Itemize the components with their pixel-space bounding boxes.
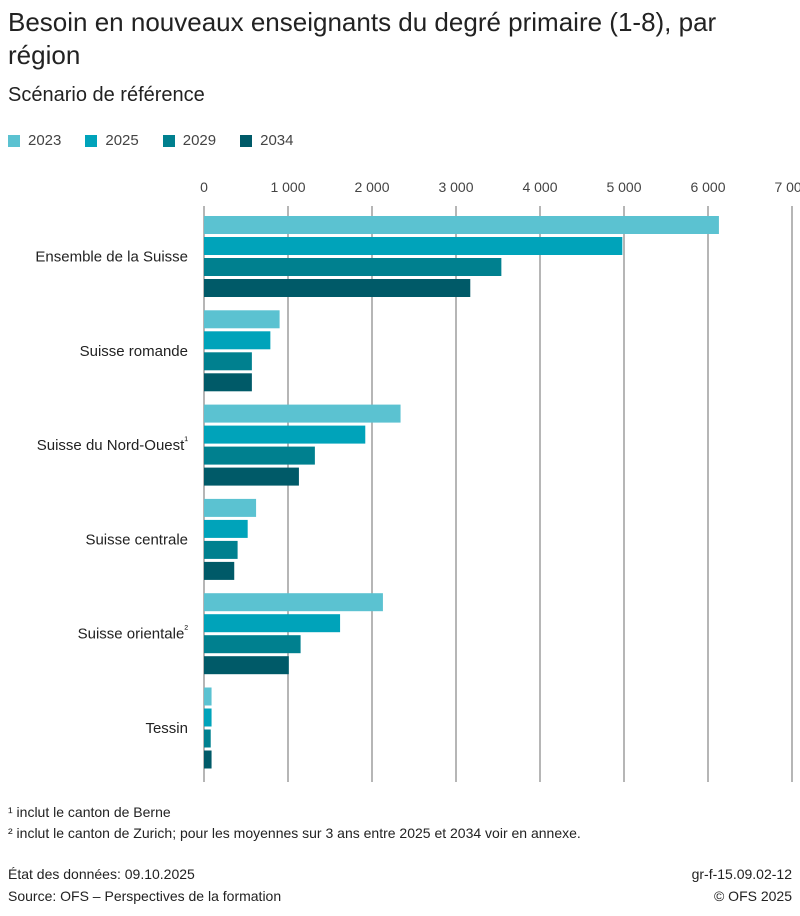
x-tick-label: 0 xyxy=(200,179,208,195)
bar-2025 xyxy=(204,425,366,444)
bar-2025 xyxy=(204,708,212,727)
bar-2025 xyxy=(204,519,248,538)
bar-2023 xyxy=(204,310,280,329)
category-label: Suisse centrale xyxy=(85,531,188,548)
legend-item-2025: 2025 xyxy=(85,132,139,149)
x-tick-label: 4 000 xyxy=(522,179,557,195)
bar-2034 xyxy=(204,467,299,486)
bar-2029 xyxy=(204,258,502,276)
bar-2025 xyxy=(204,614,341,633)
legend-swatch xyxy=(240,134,253,147)
bar-2023 xyxy=(204,593,383,612)
footnote-marker: ² xyxy=(184,624,188,636)
chart-subtitle: Scénario de référence xyxy=(8,84,205,106)
legend-item-2029: 2029 xyxy=(162,132,217,149)
legend-label: 2025 xyxy=(105,132,139,149)
x-tick-label: 3 000 xyxy=(438,179,473,195)
bar-2034 xyxy=(204,561,235,580)
category-label: Suisse romande xyxy=(80,343,188,360)
bar-2029 xyxy=(204,352,252,371)
source-text: Source: OFS – Perspectives de la formati… xyxy=(8,888,282,904)
bar-2034 xyxy=(204,279,471,297)
legend-swatch xyxy=(8,134,20,147)
bar-2025 xyxy=(204,331,271,350)
x-tick-label: 1 000 xyxy=(270,179,305,195)
chart-code: gr-f-15.09.02-12 xyxy=(691,866,792,882)
x-tick-label: 5 000 xyxy=(606,179,641,195)
legend-item-2034: 2034 xyxy=(240,132,294,149)
copyright-text: © OFS 2025 xyxy=(713,888,792,904)
x-tick-label: 7 000 xyxy=(774,179,800,195)
category-label: Suisse du Nord-Ouest¹ xyxy=(37,435,189,454)
legend-label: 2034 xyxy=(260,132,294,149)
bar-2023 xyxy=(204,216,719,234)
bar-chart: 0 1 000 2 000 3 000 4 000 5 000 6 000 7 000 Ense… xyxy=(35,179,800,782)
footnote-1: ¹ inclut le canton de Berne xyxy=(8,804,171,820)
legend-swatch xyxy=(162,134,175,147)
footnote-2: ² inclut le canton de Zurich; pour les m… xyxy=(8,825,581,841)
legend-label: 2023 xyxy=(28,132,62,149)
category-label: Ensemble de la Suisse xyxy=(35,249,188,266)
bar-2029 xyxy=(204,729,211,748)
data-status: État des données: 09.10.2025 xyxy=(8,866,195,882)
bar-2023 xyxy=(204,404,401,423)
footnote-marker: ¹ xyxy=(184,435,188,447)
bar-2023 xyxy=(204,687,212,706)
category-label: Tessin xyxy=(145,720,188,737)
bar-2023 xyxy=(204,498,257,517)
legend-label: 2029 xyxy=(182,132,217,149)
x-tick-label: 6 000 xyxy=(690,179,725,195)
bar-2034 xyxy=(204,750,212,769)
bar-2029 xyxy=(204,446,315,465)
bar-2029 xyxy=(204,540,238,559)
legend: 2023 2025 2029 2034 xyxy=(8,132,318,149)
chart-title: Besoin en nouveaux enseignants du degré … xyxy=(8,7,717,70)
bar-2029 xyxy=(204,635,301,654)
legend-item-2023: 2023 xyxy=(8,132,61,149)
bar-2025 xyxy=(204,237,623,255)
legend-swatch xyxy=(85,134,98,147)
bar-2034 xyxy=(204,373,252,392)
category-label: Suisse orientale² xyxy=(78,624,189,643)
bar-2034 xyxy=(204,656,289,675)
x-tick-label: 2 000 xyxy=(354,179,389,195)
